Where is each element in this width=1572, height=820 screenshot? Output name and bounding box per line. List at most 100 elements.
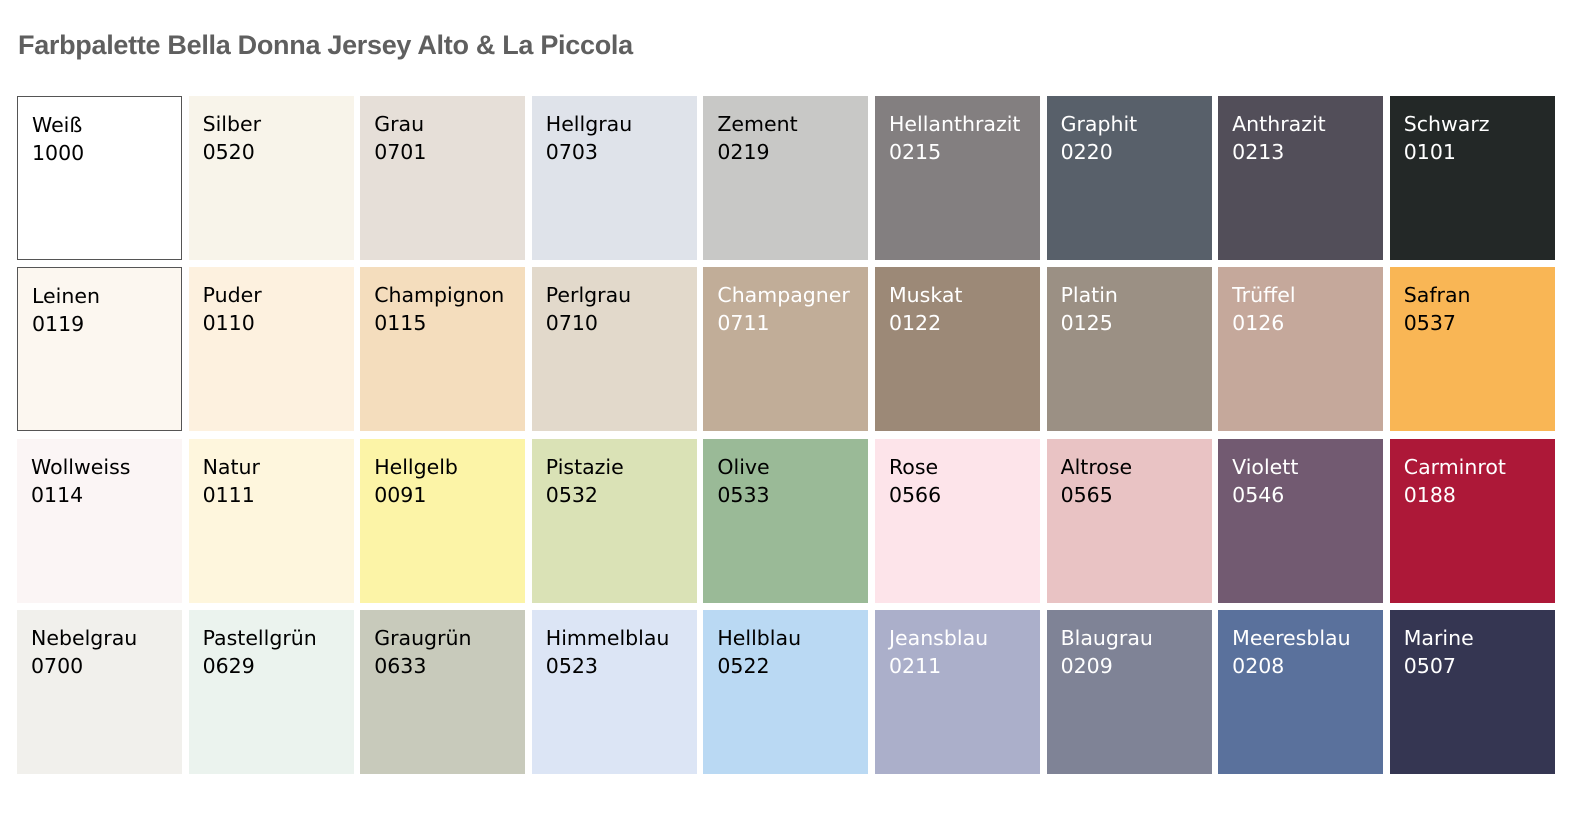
color-swatch: Muskat 0122 — [874, 267, 1040, 432]
swatch-code: 0111 — [202, 482, 255, 507]
swatch-code: 0211 — [888, 653, 942, 678]
color-swatch: Jeansblau 0211 — [874, 609, 1040, 774]
swatch-name: Wollweiss — [31, 454, 131, 479]
swatch-code: 0711 — [717, 311, 770, 336]
swatch-code: 0507 — [1403, 653, 1456, 678]
swatch-name: Nebelgrau — [31, 625, 138, 650]
color-swatch: Leinen 0119 — [17, 267, 182, 432]
color-swatch: Silber 0520 — [188, 96, 354, 260]
swatch-name: Natur — [202, 454, 260, 479]
color-swatch: Olive 0533 — [703, 438, 869, 603]
swatch-code: 0122 — [888, 311, 942, 336]
swatch-code: 0537 — [1403, 311, 1456, 336]
swatch-name: Champignon — [374, 283, 505, 308]
swatch-code: 1000 — [32, 141, 85, 165]
swatch-code: 0700 — [31, 653, 84, 678]
color-swatch: Puder 0110 — [188, 267, 354, 432]
swatch-name: Grau — [374, 112, 425, 136]
swatch-name: Weiß — [32, 113, 83, 137]
color-swatch: Hellblau 0522 — [703, 609, 869, 774]
swatch-code: 0091 — [374, 482, 427, 507]
color-swatch: Platin 0125 — [1046, 267, 1212, 432]
color-swatch: Violett 0546 — [1218, 438, 1384, 603]
swatch-code: 0701 — [374, 140, 427, 164]
color-swatch: Hellgrau 0703 — [531, 96, 697, 260]
swatch-name: Altrose — [1060, 454, 1133, 479]
color-swatch: Altrose 0565 — [1046, 438, 1212, 603]
swatch-code: 0126 — [1232, 311, 1285, 336]
swatch-code: 0208 — [1232, 653, 1285, 678]
page-title: Farbpalette Bella Donna Jersey Alto & La… — [18, 30, 633, 60]
swatch-code: 0209 — [1060, 653, 1113, 678]
swatch-code: 0522 — [717, 653, 770, 678]
swatch-name: Pistazie — [545, 454, 624, 479]
swatch-name: Puder — [202, 283, 262, 308]
swatch-name: Meeresblau — [1232, 625, 1351, 650]
swatch-code: 0213 — [1232, 140, 1285, 164]
swatch-code: 0215 — [888, 140, 942, 164]
swatch-code: 0566 — [888, 482, 942, 507]
swatch-code: 0629 — [202, 653, 255, 678]
swatch-name: Hellblau — [717, 625, 802, 650]
color-swatch: Champagner 0711 — [703, 267, 869, 432]
swatch-code: 0520 — [202, 140, 255, 164]
color-swatch: Anthrazit 0213 — [1218, 96, 1384, 260]
swatch-name: Perlgrau — [545, 283, 632, 308]
swatch-name: Trüffel — [1232, 283, 1296, 308]
swatch-name: Rose — [888, 454, 939, 479]
swatch-name: Pastellgrün — [202, 625, 317, 650]
swatch-name: Graugrün — [374, 625, 472, 650]
color-swatch: Rose 0566 — [874, 438, 1040, 603]
swatch-name: Platin — [1060, 283, 1118, 308]
swatch-name: Graphit — [1060, 112, 1138, 136]
color-swatch: Hellanthrazit 0215 — [874, 96, 1040, 260]
color-swatch: Perlgrau 0710 — [531, 267, 697, 432]
swatch-code: 0532 — [545, 482, 598, 507]
color-swatch: Trüffel 0126 — [1218, 267, 1384, 432]
swatch-name: Hellanthrazit — [888, 112, 1021, 136]
swatch-code: 0633 — [374, 653, 427, 678]
swatch-code: 0546 — [1232, 482, 1285, 507]
swatch-code: 0119 — [32, 312, 85, 337]
swatch-code: 0114 — [31, 482, 84, 507]
color-swatch: Carminrot 0188 — [1389, 438, 1555, 603]
swatch-name: Champagner — [717, 283, 850, 308]
color-swatch: Pistazie 0532 — [531, 438, 697, 603]
swatch-code: 0101 — [1403, 140, 1456, 164]
color-swatch: Marine 0507 — [1389, 609, 1555, 774]
color-swatch: Graphit 0220 — [1046, 96, 1212, 260]
swatch-code: 0220 — [1060, 140, 1113, 164]
color-swatch: Schwarz 0101 — [1389, 96, 1555, 260]
swatch-code: 0710 — [545, 311, 598, 336]
color-palette-grid: Weiß 1000 Silber 0520 Grau 0701 Hellgrau 0703 Ze… — [17, 96, 1555, 774]
color-swatch: Champignon 0115 — [360, 267, 526, 432]
swatch-code: 0565 — [1060, 482, 1113, 507]
swatch-name: Blaugrau — [1060, 625, 1153, 650]
swatch-name: Zement — [717, 112, 798, 136]
swatch-name: Olive — [717, 454, 770, 479]
color-swatch: Grau 0701 — [360, 96, 526, 260]
swatch-name: Leinen — [32, 284, 100, 309]
color-swatch: Pastellgrün 0629 — [188, 609, 354, 774]
swatch-name: Violett — [1232, 454, 1299, 479]
swatch-name: Schwarz — [1403, 112, 1490, 136]
swatch-name: Jeansblau — [888, 625, 989, 650]
color-swatch: Graugrün 0633 — [360, 609, 526, 774]
color-swatch: Zement 0219 — [703, 96, 869, 260]
swatch-code: 0110 — [202, 311, 255, 336]
color-swatch: Meeresblau 0208 — [1218, 609, 1384, 774]
swatch-name: Muskat — [888, 283, 963, 308]
swatch-name: Safran — [1403, 283, 1471, 308]
swatch-code: 0533 — [717, 482, 770, 507]
swatch-name: Himmelblau — [545, 625, 670, 650]
color-swatch: Wollweiss 0114 — [17, 438, 182, 603]
color-swatch: Safran 0537 — [1389, 267, 1555, 432]
color-swatch: Hellgelb 0091 — [360, 438, 526, 603]
swatch-code: 0188 — [1403, 482, 1456, 507]
swatch-name: Silber — [202, 112, 262, 136]
swatch-code: 0125 — [1060, 311, 1113, 336]
swatch-name: Marine — [1403, 625, 1474, 650]
color-swatch: Nebelgrau 0700 — [17, 609, 182, 774]
swatch-code: 0219 — [717, 140, 770, 164]
swatch-code: 0523 — [545, 653, 598, 678]
